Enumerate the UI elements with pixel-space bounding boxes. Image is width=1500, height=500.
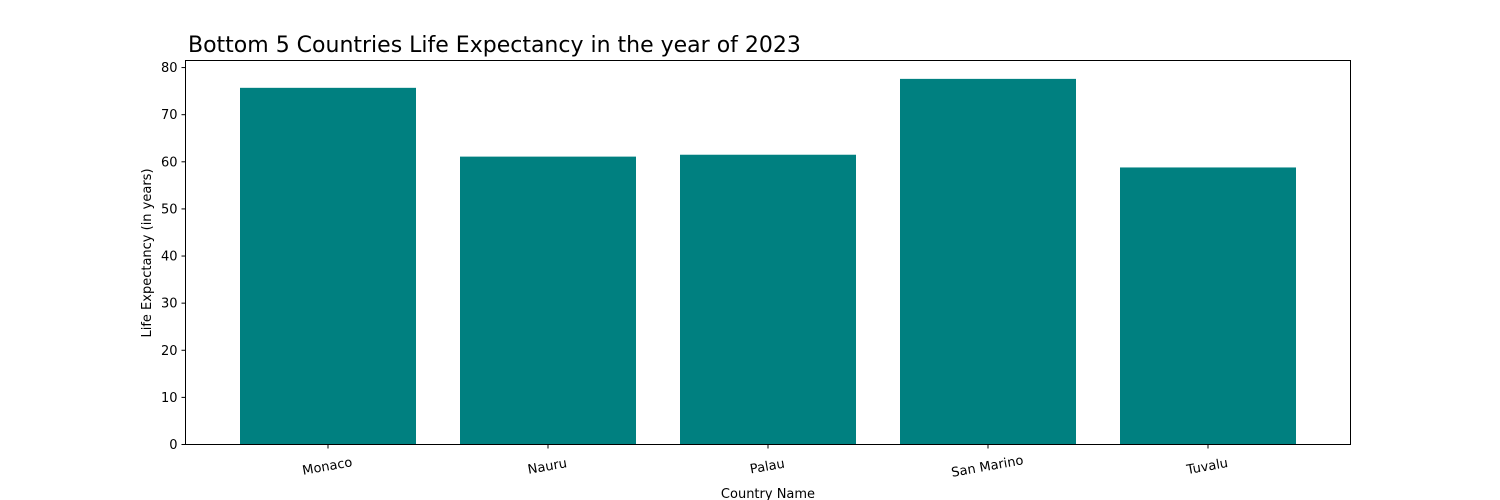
- bar-san-marino: [900, 78, 1076, 445]
- bars-group: [240, 78, 1296, 445]
- chart-title: Bottom 5 Countries Life Expectancy in th…: [188, 33, 801, 58]
- y-axis-ticks: 0 10 20 30 40 50 60 70 80: [161, 61, 186, 453]
- x-tick-label: Monaco: [301, 455, 353, 479]
- x-tick-label: Nauru: [527, 456, 569, 478]
- y-tick-label: 40: [161, 250, 178, 265]
- y-axis-label: Life Expectancy (in years): [140, 168, 155, 337]
- y-tick-label: 30: [161, 297, 178, 312]
- x-axis-ticks: Monaco Nauru Palau San Marino Tuvalu: [301, 444, 1230, 481]
- y-tick-label: 70: [161, 108, 178, 123]
- x-axis-label: Country Name: [721, 487, 815, 500]
- y-tick-label: 50: [161, 202, 178, 217]
- bar-tuvalu: [1120, 167, 1296, 445]
- bar-nauru: [460, 156, 636, 445]
- x-tick-label: Tuvalu: [1185, 456, 1230, 478]
- bar-monaco: [240, 87, 416, 445]
- y-tick-label: 80: [161, 61, 178, 76]
- y-tick-label: 20: [161, 344, 178, 359]
- x-tick-label: Palau: [749, 457, 786, 478]
- y-tick-label: 0: [169, 438, 177, 453]
- x-tick-label: San Marino: [950, 453, 1024, 480]
- y-tick-label: 60: [161, 155, 178, 170]
- bar-palau: [680, 154, 856, 445]
- y-tick-label: 10: [161, 391, 178, 406]
